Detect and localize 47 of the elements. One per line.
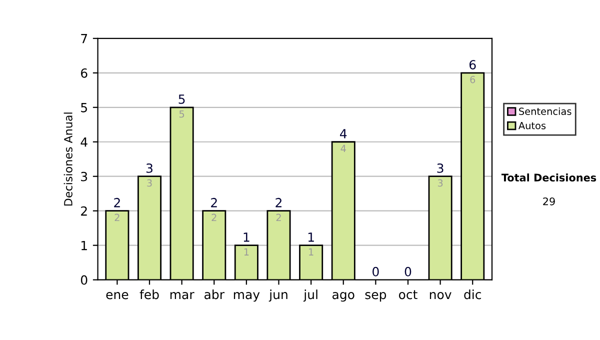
x-tick-label: abr xyxy=(204,290,224,300)
data-label: 4 xyxy=(340,144,346,152)
x-tick-label: oct xyxy=(398,290,418,300)
y-tick-label: 5 xyxy=(81,103,87,112)
x-tick-label: jun xyxy=(268,290,288,302)
total-label: 3 xyxy=(146,163,152,173)
y-tick-label: 6 xyxy=(81,68,88,78)
text: 29 xyxy=(543,197,555,206)
y-tick-label: 3 xyxy=(81,172,88,182)
total-label: 5 xyxy=(178,94,185,104)
data-label: 6 xyxy=(470,76,476,84)
x-tick-label: may xyxy=(234,292,260,302)
x-tick-label: ene xyxy=(106,292,128,300)
total-label: 2 xyxy=(211,198,217,208)
x-tick-label: mar xyxy=(170,292,194,300)
y-tick-label: 4 xyxy=(80,138,88,147)
x-tick-label: sep xyxy=(365,292,386,302)
total-label: 2 xyxy=(276,198,282,208)
x-tick-label: feb xyxy=(140,290,159,300)
y-tick-label: 1 xyxy=(82,240,87,250)
data-label: 3 xyxy=(438,179,443,187)
total-label: 6 xyxy=(470,60,476,70)
data-label: 3 xyxy=(147,179,152,187)
y-tick-label: 0 xyxy=(80,275,88,285)
total-label: 2 xyxy=(114,198,120,208)
data-label: 2 xyxy=(114,214,120,221)
x-tick-label: ago xyxy=(332,292,354,302)
data-label: 2 xyxy=(276,214,281,221)
total-label: 4 xyxy=(340,129,347,138)
x-tick-label: dic xyxy=(464,290,481,300)
y-tick-label: 2 xyxy=(81,206,87,216)
x-tick-label: jul xyxy=(303,290,318,302)
data-label: 1 xyxy=(244,248,249,256)
total-label: 0 xyxy=(404,266,412,276)
x-tick-label: nov xyxy=(430,292,452,300)
total-label: 3 xyxy=(437,163,444,173)
total-label: 1 xyxy=(308,232,314,242)
total-label: 1 xyxy=(244,232,250,242)
data-label: 2 xyxy=(212,214,216,221)
y-tick-label: 7 xyxy=(81,34,88,44)
legend-label: Sentencias xyxy=(519,107,572,116)
data-label: 5 xyxy=(179,110,184,118)
total-label: 0 xyxy=(372,266,379,276)
text: Total Decisiones xyxy=(501,173,596,182)
data-label: 1 xyxy=(309,248,314,256)
legend-label: Autos xyxy=(518,122,546,130)
y-axis-title: Decisiones Anual xyxy=(64,112,72,206)
